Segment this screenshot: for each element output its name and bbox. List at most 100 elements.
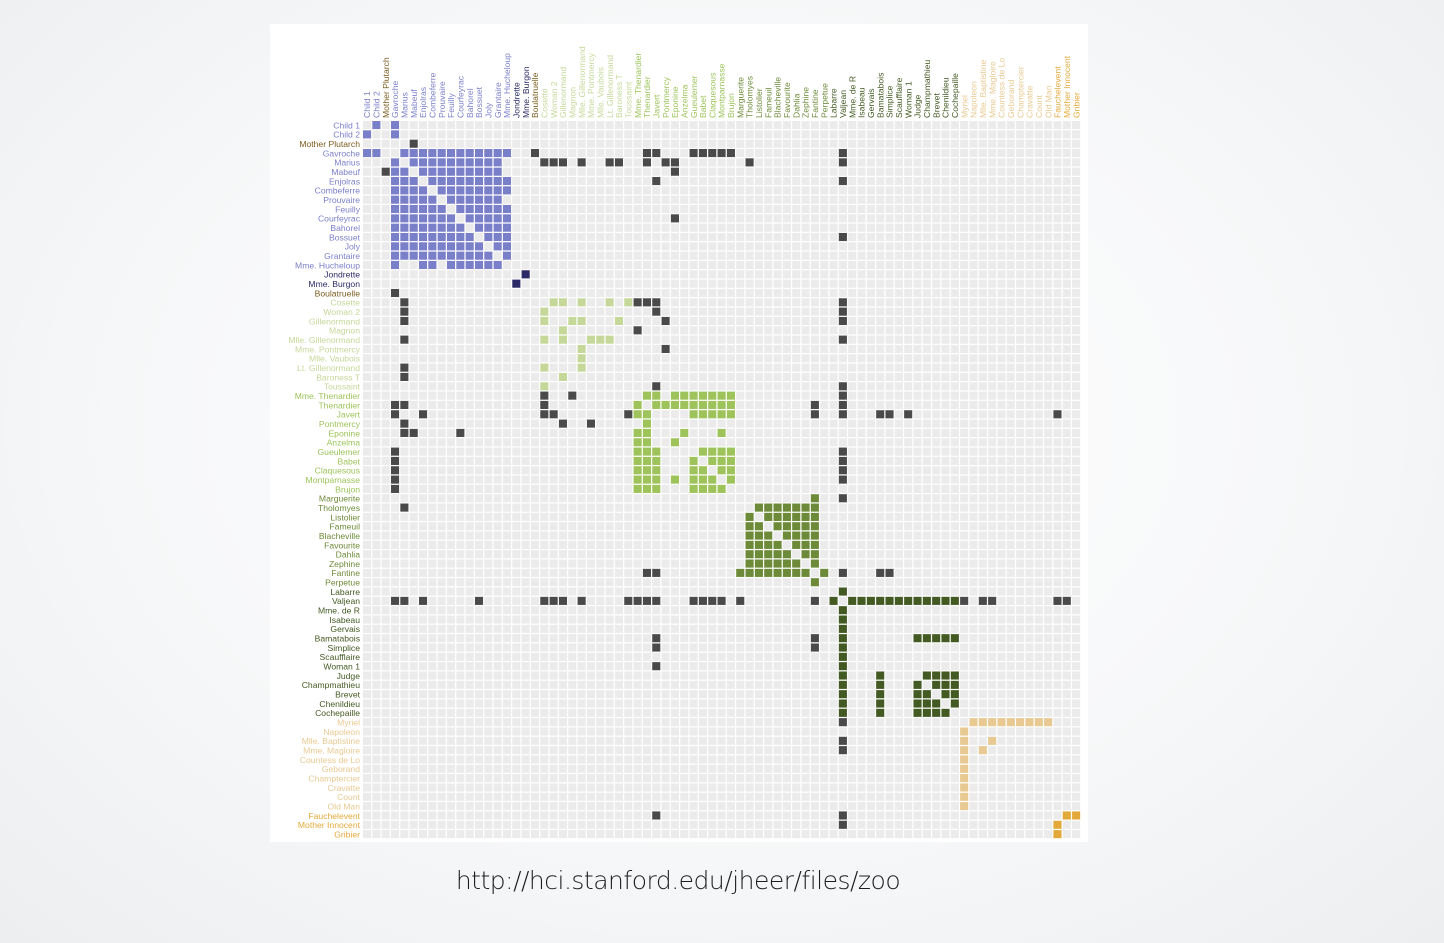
empty-cell — [428, 391, 437, 400]
empty-cell — [988, 606, 997, 615]
empty-cell — [698, 121, 707, 130]
empty-cell — [950, 391, 959, 400]
empty-cell — [1062, 503, 1071, 512]
empty-cell — [652, 335, 661, 344]
empty-cell — [801, 214, 810, 223]
empty-cell — [502, 438, 512, 447]
empty-cell — [876, 587, 885, 596]
empty-cell — [950, 410, 959, 419]
empty-cell — [661, 419, 670, 428]
empty-cell — [456, 139, 465, 148]
empty-cell — [978, 559, 987, 568]
empty-cell — [624, 419, 633, 428]
empty-cell — [1062, 475, 1071, 484]
empty-cell — [540, 466, 549, 475]
empty-cell — [502, 447, 512, 456]
empty-cell — [614, 372, 624, 382]
empty-cell — [1062, 363, 1071, 372]
empty-cell — [661, 456, 670, 465]
empty-cell — [801, 652, 810, 661]
empty-cell — [437, 643, 446, 652]
empty-cell — [502, 167, 512, 176]
empty-cell — [680, 652, 689, 661]
empty-cell — [484, 326, 493, 335]
empty-cell — [932, 223, 941, 232]
empty-cell — [708, 540, 717, 549]
link-cell — [484, 223, 493, 232]
empty-cell — [493, 568, 502, 577]
empty-cell — [997, 643, 1006, 652]
empty-cell — [848, 606, 857, 615]
empty-cell — [820, 531, 829, 540]
link-cell — [474, 148, 484, 158]
empty-cell — [530, 671, 540, 680]
empty-cell — [754, 652, 763, 661]
empty-cell — [782, 354, 791, 363]
empty-cell — [540, 176, 549, 186]
empty-cell — [680, 503, 689, 512]
empty-cell — [465, 279, 474, 288]
empty-cell — [857, 139, 866, 148]
empty-cell — [633, 615, 642, 624]
empty-cell — [381, 634, 390, 643]
empty-cell — [754, 288, 763, 298]
empty-cell — [717, 270, 726, 279]
empty-cell — [782, 121, 791, 130]
empty-cell — [586, 354, 596, 363]
empty-cell — [736, 662, 745, 671]
empty-cell — [1034, 708, 1043, 717]
empty-cell — [558, 690, 568, 699]
empty-cell — [885, 130, 894, 139]
empty-cell — [372, 550, 381, 559]
empty-cell — [801, 391, 810, 400]
empty-cell — [1072, 335, 1081, 344]
empty-cell — [493, 643, 502, 652]
link-cell — [577, 596, 586, 605]
empty-cell — [558, 512, 568, 521]
empty-cell — [726, 121, 735, 130]
empty-cell — [512, 680, 521, 689]
empty-cell — [493, 718, 502, 727]
link-cell — [652, 382, 661, 391]
empty-cell — [904, 251, 913, 260]
empty-cell — [950, 298, 959, 307]
empty-cell — [801, 699, 810, 708]
empty-cell — [997, 279, 1006, 288]
empty-cell — [932, 130, 941, 139]
empty-cell — [978, 158, 987, 167]
empty-cell — [372, 410, 381, 419]
empty-cell — [978, 195, 987, 204]
empty-cell — [810, 121, 819, 130]
empty-cell — [969, 288, 978, 298]
empty-cell — [558, 410, 568, 419]
empty-cell — [932, 662, 941, 671]
empty-cell — [848, 540, 857, 549]
empty-cell — [512, 718, 521, 727]
empty-cell — [913, 531, 922, 540]
empty-cell — [960, 372, 969, 382]
empty-cell — [586, 456, 596, 465]
empty-cell — [549, 382, 558, 391]
empty-cell — [670, 643, 679, 652]
empty-cell — [418, 606, 428, 615]
empty-cell — [642, 363, 651, 372]
empty-cell — [633, 242, 642, 251]
empty-cell — [1006, 475, 1015, 484]
empty-cell — [960, 410, 969, 419]
empty-cell — [605, 466, 614, 475]
empty-cell — [997, 671, 1006, 680]
empty-cell — [848, 288, 857, 298]
empty-cell — [596, 708, 605, 717]
empty-cell — [764, 699, 773, 708]
empty-cell — [941, 699, 950, 708]
empty-cell — [950, 550, 959, 559]
empty-cell — [390, 344, 400, 354]
empty-cell — [866, 512, 875, 521]
empty-cell — [782, 690, 791, 699]
link-cell — [670, 158, 679, 167]
empty-cell — [512, 400, 521, 409]
empty-cell — [484, 419, 493, 428]
link-cell — [754, 531, 763, 540]
empty-cell — [614, 671, 624, 680]
empty-cell — [1006, 447, 1015, 456]
